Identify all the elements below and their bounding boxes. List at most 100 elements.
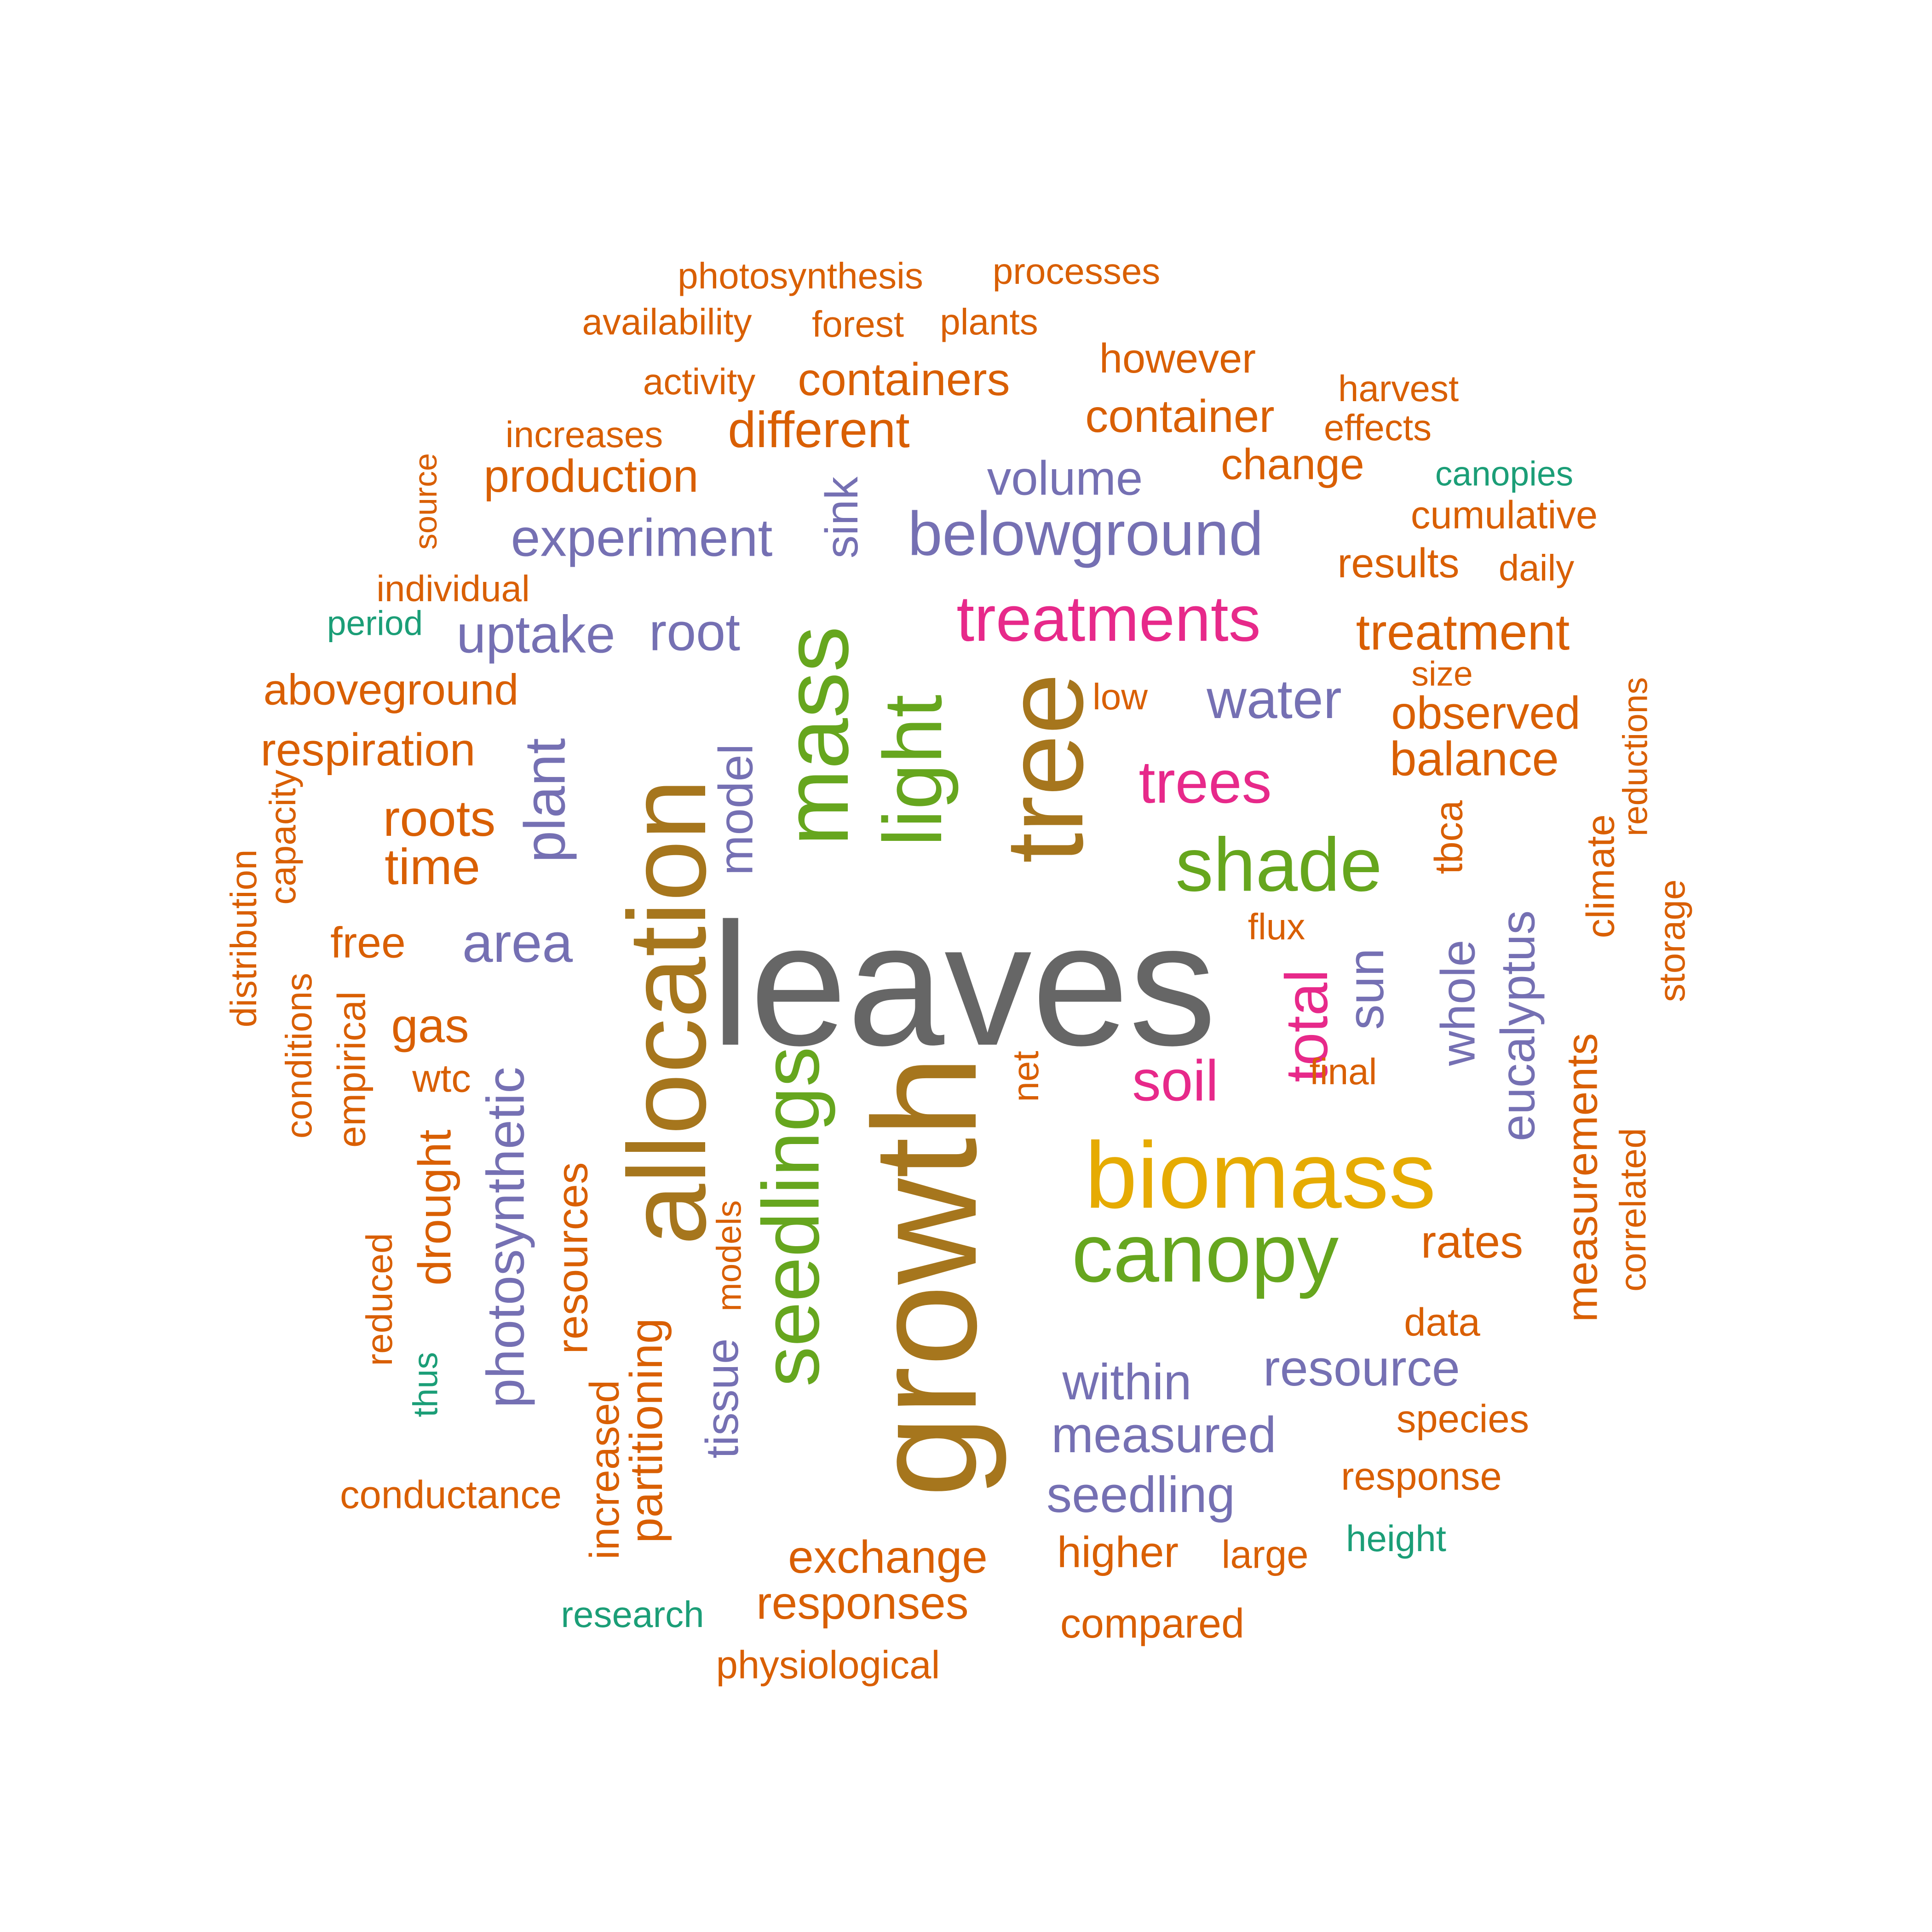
word-partitioning: partitioning xyxy=(621,1318,672,1543)
word-conductance: conductance xyxy=(339,1473,562,1517)
word-within: within xyxy=(1062,1354,1192,1410)
word-increased: increased xyxy=(582,1380,628,1560)
word-trees: trees xyxy=(1138,748,1272,816)
word-rates: rates xyxy=(1420,1216,1524,1268)
word-allocation: allocation xyxy=(605,778,729,1246)
word-light: light xyxy=(867,694,959,847)
word-reductions: reductions xyxy=(1616,677,1655,837)
word-daily: daily xyxy=(1498,547,1575,588)
word-model: model xyxy=(709,744,763,875)
word-low: low xyxy=(1092,676,1148,717)
word-experiment: experiment xyxy=(511,508,773,568)
word-however: however xyxy=(1099,336,1256,382)
word-wtc: wtc xyxy=(412,1057,471,1101)
word-containers: containers xyxy=(798,354,1010,405)
word-availability: availability xyxy=(582,301,752,342)
word-data: data xyxy=(1404,1300,1480,1345)
word-storage: storage xyxy=(1651,879,1692,1002)
word-plant: plant xyxy=(513,738,577,863)
word-production: production xyxy=(483,450,699,502)
word-processes: processes xyxy=(992,251,1161,292)
word-thus: thus xyxy=(406,1352,445,1417)
word-distribution: distribution xyxy=(223,849,264,1028)
word-respiration: respiration xyxy=(260,724,476,776)
word-tree: tree xyxy=(983,673,1106,863)
word-activity: activity xyxy=(643,361,756,402)
word-leaves: leaves xyxy=(711,886,1217,1082)
word-seedlings: seedlings xyxy=(746,1046,836,1387)
word-gas: gas xyxy=(391,999,469,1053)
word-net: net xyxy=(1005,1051,1046,1102)
word-resource: resource xyxy=(1263,1340,1460,1397)
word-period: period xyxy=(327,604,423,643)
word-water: water xyxy=(1207,668,1342,730)
word-individual: individual xyxy=(376,568,530,609)
word-whole: whole xyxy=(1431,939,1485,1066)
word-increases: increases xyxy=(505,414,663,455)
word-conditions: conditions xyxy=(278,972,319,1139)
word-effects: effects xyxy=(1323,407,1432,448)
word-height: height xyxy=(1346,1518,1446,1559)
word-canopy: canopy xyxy=(1071,1207,1339,1300)
word-correlated: correlated xyxy=(1612,1128,1653,1292)
word-root: root xyxy=(649,603,741,662)
word-empirical: empirical xyxy=(330,991,374,1148)
word-different: different xyxy=(728,402,910,458)
word-capacity: capacity xyxy=(262,770,303,905)
word-reduced: reduced xyxy=(359,1233,400,1366)
word-treatments: treatments xyxy=(956,582,1261,655)
word-free: free xyxy=(330,918,406,967)
word-climate: climate xyxy=(1579,814,1623,938)
word-models: models xyxy=(709,1200,748,1311)
word-eucalyptus: eucalyptus xyxy=(1491,910,1545,1141)
word-responses: responses xyxy=(756,1577,969,1629)
word-research: research xyxy=(561,1594,704,1635)
word-tissue: tissue xyxy=(696,1338,748,1459)
word-size: size xyxy=(1411,654,1473,693)
word-source: source xyxy=(408,453,443,550)
word-area: area xyxy=(462,912,573,974)
word-exchange: exchange xyxy=(788,1531,988,1583)
word-physiological: physiological xyxy=(716,1643,940,1687)
word-belowground: belowground xyxy=(908,499,1264,569)
word-biomass: biomass xyxy=(1085,1122,1436,1228)
word-measured: measured xyxy=(1051,1407,1276,1463)
word-measurements: measurements xyxy=(1558,1033,1607,1322)
word-species: species xyxy=(1396,1397,1530,1441)
word-treatment: treatment xyxy=(1356,604,1570,661)
word-results: results xyxy=(1337,540,1460,586)
word-roots: roots xyxy=(383,790,496,847)
word-compared: compared xyxy=(1060,1601,1245,1647)
word-response: response xyxy=(1341,1455,1502,1499)
word-photosynthetic: photosynthetic xyxy=(476,1067,535,1408)
word-uptake: uptake xyxy=(456,605,615,664)
word-aboveground: aboveground xyxy=(263,665,519,714)
word-drought: drought xyxy=(409,1129,460,1286)
word-seedling: seedling xyxy=(1046,1466,1235,1523)
word-soil: soil xyxy=(1132,1049,1219,1113)
word-tbca: tbca xyxy=(1427,800,1471,874)
word-harvest: harvest xyxy=(1338,368,1459,409)
word-canopies: canopies xyxy=(1435,454,1574,493)
word-final: final xyxy=(1309,1051,1377,1092)
word-higher: higher xyxy=(1057,1528,1179,1577)
word-photosynthesis: photosynthesis xyxy=(678,255,923,296)
word-mass: mass xyxy=(765,626,868,846)
word-growth: growth xyxy=(842,1055,1007,1498)
word-plants: plants xyxy=(940,301,1038,342)
word-time: time xyxy=(385,839,480,895)
word-forest: forest xyxy=(811,304,904,345)
word-sink: sink xyxy=(816,477,868,558)
word-flux: flux xyxy=(1248,906,1305,947)
word-observed: observed xyxy=(1391,687,1581,739)
word-change: change xyxy=(1221,440,1364,489)
word-balance: balance xyxy=(1390,732,1559,786)
word-resources: resources xyxy=(548,1162,597,1354)
word-shade: shade xyxy=(1175,822,1382,907)
word-container: container xyxy=(1085,391,1275,442)
word-large: large xyxy=(1221,1533,1309,1577)
word-volume: volume xyxy=(987,451,1143,506)
word-sun: sun xyxy=(1338,948,1394,1030)
word-cumulative: cumulative xyxy=(1410,493,1598,537)
